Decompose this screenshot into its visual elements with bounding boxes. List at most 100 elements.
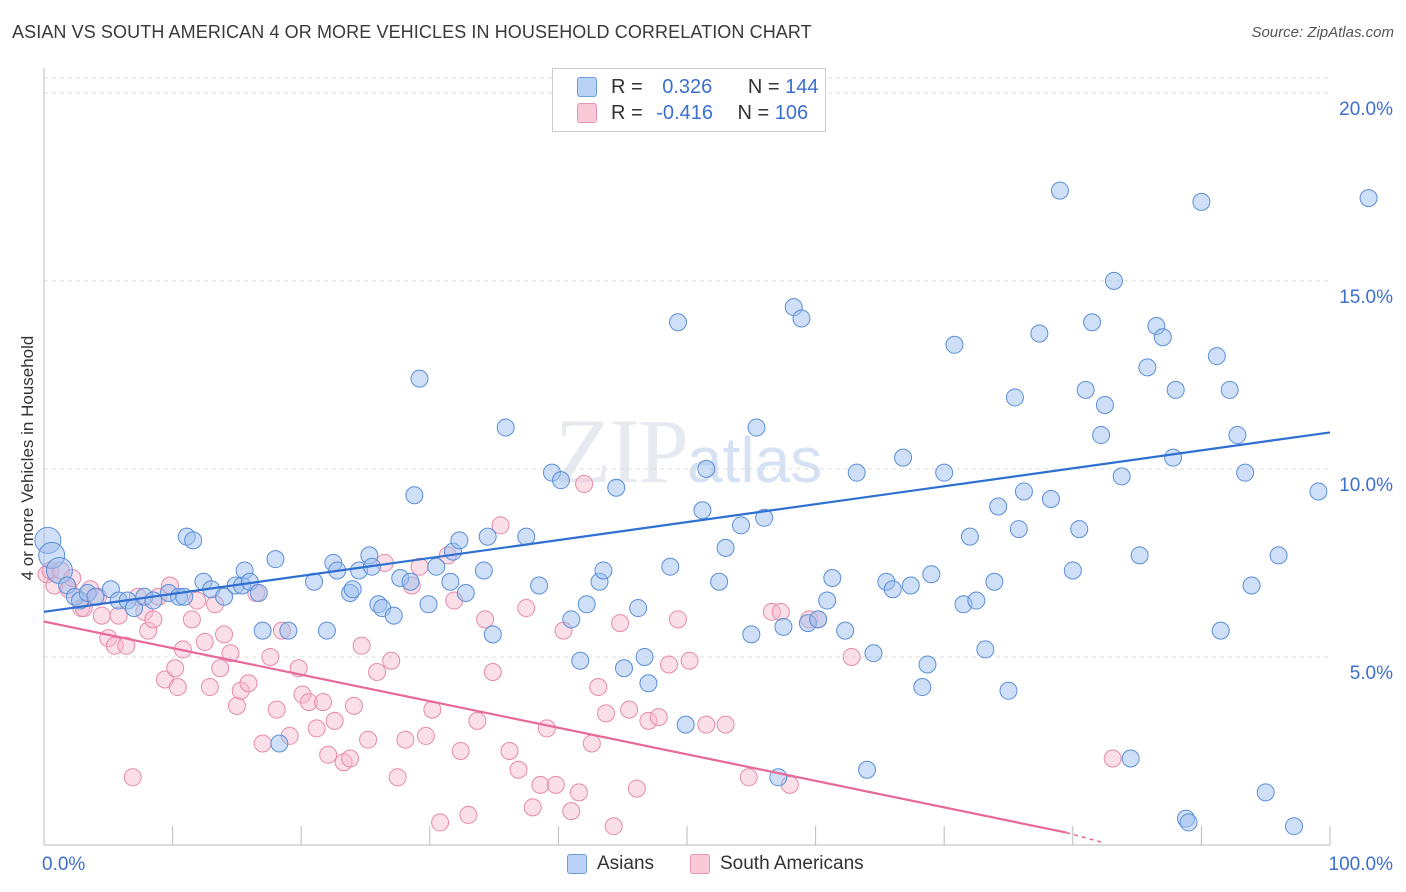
asian-point — [894, 448, 913, 467]
south-american-point — [368, 662, 387, 681]
bottom-swatch-south — [690, 854, 710, 874]
x-tick-label-min: 0.0% — [42, 854, 85, 875]
asian-point — [1284, 817, 1303, 836]
asian-point — [184, 531, 203, 550]
asian-point — [483, 625, 502, 644]
asian-point — [1095, 395, 1114, 414]
legend-n-label-asian: N = — [747, 76, 780, 98]
south-american-point — [431, 813, 450, 832]
south-american-point — [307, 719, 326, 738]
asian-trend-line — [43, 431, 1331, 613]
asian-point — [1121, 749, 1140, 768]
asian-point — [639, 674, 658, 693]
south-american-point — [92, 606, 111, 625]
asian-point — [1130, 546, 1149, 565]
asian-point — [823, 568, 842, 587]
south-american-point — [620, 700, 639, 719]
south-american-point — [459, 805, 478, 824]
asian-point — [317, 621, 336, 640]
south-american-point — [531, 775, 550, 794]
x-tick-label-max: 100.0% — [1329, 854, 1394, 875]
asian-point — [732, 516, 751, 535]
asian-point — [427, 557, 446, 576]
asian-point — [1030, 324, 1049, 343]
asian-point — [635, 647, 654, 666]
asian-point — [1242, 576, 1261, 595]
asian-point — [1083, 313, 1102, 332]
south-american-point — [382, 651, 401, 670]
asian-point — [1164, 448, 1183, 467]
asian-point — [530, 576, 549, 595]
asian-point — [792, 309, 811, 328]
south-american-point — [491, 516, 510, 535]
chart-source: Source: ZipAtlas.com — [1251, 24, 1394, 41]
south-american-point — [468, 711, 487, 730]
asian-point — [1041, 489, 1060, 508]
asian-point — [496, 418, 515, 437]
asian-point — [562, 610, 581, 629]
asian-point — [1009, 520, 1028, 539]
asian-point — [847, 463, 866, 482]
south-american-point — [299, 693, 318, 712]
asian-point — [474, 561, 493, 580]
south-american-point — [562, 802, 581, 821]
south-american-point — [359, 730, 378, 749]
south-american-point — [596, 704, 615, 723]
asian-point — [1179, 813, 1198, 832]
asian-point — [215, 587, 234, 606]
south-american-point — [352, 636, 371, 655]
y-tick-label: 15.0% — [1339, 287, 1393, 308]
south-american-point — [627, 779, 646, 798]
south-american-point — [253, 734, 272, 753]
asian-point — [517, 527, 536, 546]
asian-point — [755, 508, 774, 527]
south-american-point — [537, 719, 556, 738]
south-american-point — [517, 599, 536, 618]
asian-point — [577, 595, 596, 614]
asian-point — [1211, 621, 1230, 640]
asian-point — [1166, 380, 1185, 399]
asian-point — [967, 591, 986, 610]
asian-point — [1359, 189, 1378, 208]
asian-point — [249, 584, 268, 603]
south-american-point — [123, 768, 142, 787]
south-american-point — [649, 708, 668, 727]
asian-point — [1192, 192, 1211, 211]
south-american-point — [668, 610, 687, 629]
y-tick-label: 20.0% — [1339, 99, 1393, 120]
south-american-point — [589, 678, 608, 697]
asian-point — [809, 610, 828, 629]
asian-point — [279, 621, 298, 640]
legend-n-value-asian: 144 — [785, 76, 819, 98]
trend-lines — [43, 431, 1331, 844]
south-american-point — [739, 768, 758, 787]
asian-point — [405, 486, 424, 505]
south-american-point — [582, 734, 601, 753]
legend-r-label-south: R = — [611, 102, 643, 124]
legend-swatch-south — [577, 103, 597, 123]
south-american-point — [680, 651, 699, 670]
asian-point — [922, 565, 941, 584]
asian-point — [1153, 328, 1172, 347]
south-american-trend-extension — [1066, 831, 1106, 844]
south-american-point — [575, 474, 594, 493]
south-american-point — [344, 696, 363, 715]
legend-swatch-asian — [577, 77, 597, 97]
south-american-point — [293, 685, 312, 704]
asian-point — [1076, 380, 1095, 399]
asian-point — [976, 640, 995, 659]
south-american-point — [227, 696, 246, 715]
legend-n-value-south: 106 — [774, 102, 809, 124]
south-american-point — [195, 632, 214, 651]
asian-point — [883, 580, 902, 599]
asian-point — [478, 527, 497, 546]
asian-point — [614, 659, 633, 678]
asian-point — [551, 471, 570, 490]
tick-labels: 5.0% 10.0% 15.0% 20.0% 0.0% 100.0% — [42, 99, 1393, 875]
asian-point — [594, 561, 613, 580]
south-american-point — [341, 749, 360, 768]
south-american-point — [144, 610, 163, 629]
asian-point — [253, 621, 272, 640]
legend-r-value-asian: 0.326 — [662, 76, 713, 98]
